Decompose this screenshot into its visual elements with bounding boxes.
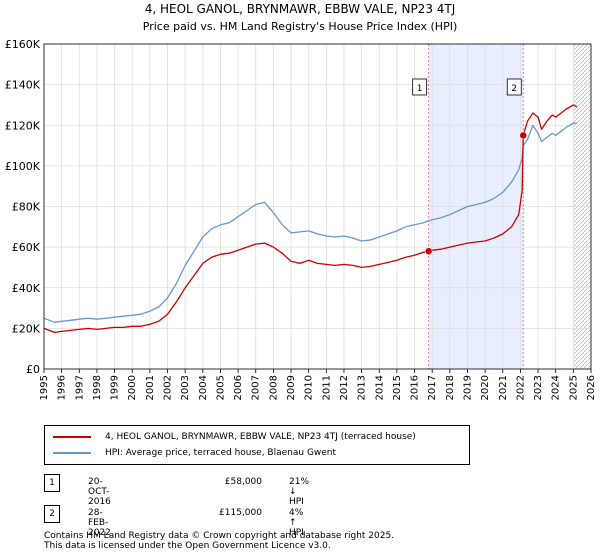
x-tick-label: 2012 [339, 375, 350, 400]
y-tick-label: £0 [26, 363, 40, 376]
plot-frame [43, 43, 592, 370]
annotation-label-2: 2 [511, 84, 517, 94]
x-tick-label: 2015 [392, 375, 403, 400]
x-tick-label: 2008 [268, 375, 279, 400]
x-tick-label: 2005 [215, 375, 226, 400]
legend-swatch-hpi [53, 452, 91, 454]
x-tick-label: 2003 [180, 375, 191, 400]
x-tick-label: 2002 [163, 375, 174, 400]
y-tick-label: £20K [12, 322, 41, 335]
legend-label-price: 4, HEOL GANOL, BRYNMAWR, EBBW VALE, NP23… [105, 432, 416, 442]
x-tick-label: 2006 [233, 375, 244, 400]
x-tick-label: 2014 [374, 375, 385, 400]
y-tick-label: £100K [5, 160, 41, 173]
price-series-line [43, 104, 578, 334]
x-tick-label: 2010 [304, 375, 315, 400]
y-tick-label: £80K [12, 201, 41, 214]
footer-line-2: This data is licensed under the Open Gov… [44, 541, 331, 551]
x-tick-label: 2018 [445, 375, 456, 400]
x-tick-label: 2011 [321, 375, 332, 400]
footer-attribution: Contains HM Land Registry data © Crown c… [44, 531, 394, 551]
transaction-marker: 2 [44, 505, 60, 523]
x-tick-label: 2021 [498, 375, 509, 400]
x-tick-label: 1998 [92, 375, 103, 400]
sale-point-2 [519, 131, 527, 140]
x-tick-label: 1999 [110, 375, 121, 400]
x-tick-label: 2004 [198, 375, 209, 400]
transaction-date: 20-OCT-2016 [88, 477, 111, 507]
x-tick-label: 2017 [427, 375, 438, 400]
price-chart: 4, HEOL GANOL, BRYNMAWR, EBBW VALE, NP23… [5, 2, 597, 400]
chart-subtitle: Price paid vs. HM Land Registry's House … [143, 20, 458, 33]
chart-title: 4, HEOL GANOL, BRYNMAWR, EBBW VALE, NP23… [145, 2, 456, 16]
x-tick-label: 2000 [127, 375, 138, 400]
legend-swatch-price [53, 436, 91, 438]
legend-item-hpi: HPI: Average price, terraced house, Blae… [53, 445, 336, 461]
sale-point-1 [424, 247, 433, 255]
x-tick-label: 2023 [533, 375, 544, 400]
y-tick-label: £40K [12, 282, 41, 295]
x-tick-label: 2013 [357, 375, 368, 400]
y-tick-label: £140K [5, 79, 41, 92]
x-tick-label: 1996 [57, 375, 68, 400]
y-tick-label: £60K [12, 241, 41, 254]
x-tick-label: 1995 [39, 375, 50, 400]
x-tick-label: 2026 [586, 375, 597, 400]
x-tick-label: 2001 [145, 375, 156, 400]
transaction-date: 28-FEB-2022 [88, 508, 111, 538]
x-tick-label: 2009 [286, 375, 297, 400]
x-tick-label: 2025 [568, 375, 579, 400]
x-tick-label: 2007 [251, 375, 262, 400]
y-tick-label: £120K [5, 119, 41, 132]
legend-label-hpi: HPI: Average price, terraced house, Blae… [105, 448, 337, 458]
footer-line-1: Contains HM Land Registry data © Crown c… [44, 531, 395, 541]
transaction-price: £115,000 [219, 508, 262, 518]
transaction-hpi-diff: 4% ↑ HPI [289, 508, 304, 538]
annotation-label-1: 1 [417, 84, 423, 94]
legend-item-price: 4, HEOL GANOL, BRYNMAWR, EBBW VALE, NP23… [53, 429, 416, 445]
x-tick-label: 2024 [551, 375, 562, 400]
transaction-price: £58,000 [224, 477, 262, 487]
annotation-box-2 [506, 78, 522, 96]
x-tick-label: 2016 [410, 375, 421, 400]
transaction-marker: 1 [44, 474, 60, 492]
transaction-hpi-diff: 21% ↓ HPI [289, 477, 310, 507]
x-tick-label: 1997 [74, 375, 85, 400]
x-tick-label: 2020 [480, 375, 491, 400]
x-tick-label: 2022 [515, 375, 526, 400]
y-tick-label: £160K [5, 38, 41, 51]
x-tick-label: 2019 [462, 375, 473, 400]
chart-legend: 4, HEOL GANOL, BRYNMAWR, EBBW VALE, NP23… [44, 425, 470, 465]
annotation-box-1 [412, 78, 428, 96]
